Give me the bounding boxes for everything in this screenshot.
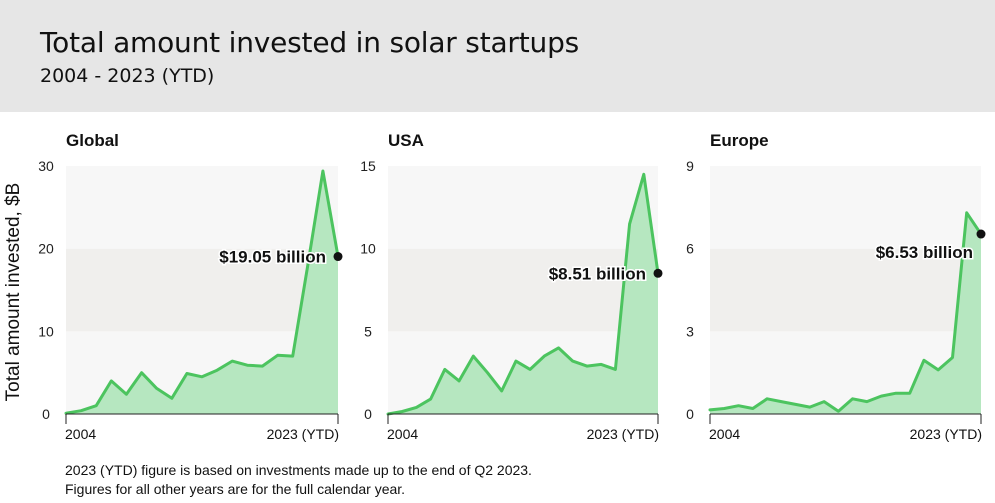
global-end-marker <box>333 252 343 262</box>
global-end-value-label: $19.05 billion <box>219 248 326 267</box>
page-title: Total amount invested in solar startups <box>40 26 580 59</box>
europe-panel-title: Europe <box>710 131 769 150</box>
usa-x-tick-label-last: 2023 (YTD) <box>587 426 659 442</box>
global-x-tick-label-first: 2004 <box>65 426 96 442</box>
europe-area <box>710 212 981 414</box>
usa-y-tick-0: 0 <box>364 406 372 422</box>
europe-band-1 <box>710 248 981 332</box>
europe-y-tick-3: 3 <box>686 323 694 339</box>
global-y-tick-0: 0 <box>42 406 50 422</box>
europe-end-marker <box>976 229 986 239</box>
usa-x-tick-label-first: 2004 <box>387 426 418 442</box>
usa-series-line <box>386 172 660 416</box>
header-banner: Total amount invested in solar startups … <box>0 0 995 112</box>
usa-y-tick-5: 5 <box>364 323 372 339</box>
europe-x-tick-label-first: 2004 <box>709 426 740 442</box>
usa-panel-title: USA <box>388 131 424 150</box>
global-x-tick-label-last: 2023 (YTD) <box>267 426 339 442</box>
usa-y-tick-15: 15 <box>360 158 376 174</box>
europe-x-tick-label-last: 2023 (YTD) <box>910 426 982 442</box>
global-y-tick-10: 10 <box>38 323 54 339</box>
usa-y-tick-10: 10 <box>360 241 376 257</box>
global-y-tick-30: 30 <box>38 158 54 174</box>
global-panel-title: Global <box>66 131 119 150</box>
europe-series-line <box>708 211 983 413</box>
europe-y-tick-9: 9 <box>686 158 694 174</box>
europe-y-tick-6: 6 <box>686 241 694 257</box>
global-band-1 <box>66 248 338 332</box>
europe-y-tick-0: 0 <box>686 406 694 422</box>
footnote: 2023 (YTD) figure is based on investment… <box>65 461 532 499</box>
page-subtitle: 2004 - 2023 (YTD) <box>40 65 215 87</box>
footnote-line-2: Figures for all other years are for the … <box>65 481 406 497</box>
usa-band-1 <box>388 248 658 332</box>
usa-band-2 <box>388 166 658 249</box>
footnote-line-1: 2023 (YTD) figure is based on investment… <box>65 462 532 478</box>
global-y-tick-20: 20 <box>38 241 54 257</box>
usa-end-marker <box>653 268 663 278</box>
europe-end-value-label: $6.53 billion <box>876 243 973 262</box>
global-series-line <box>64 169 340 415</box>
europe-band-2 <box>710 166 981 249</box>
global-band-2 <box>66 166 338 249</box>
global-area <box>66 171 338 414</box>
usa-end-value-label: $8.51 billion <box>549 264 646 283</box>
